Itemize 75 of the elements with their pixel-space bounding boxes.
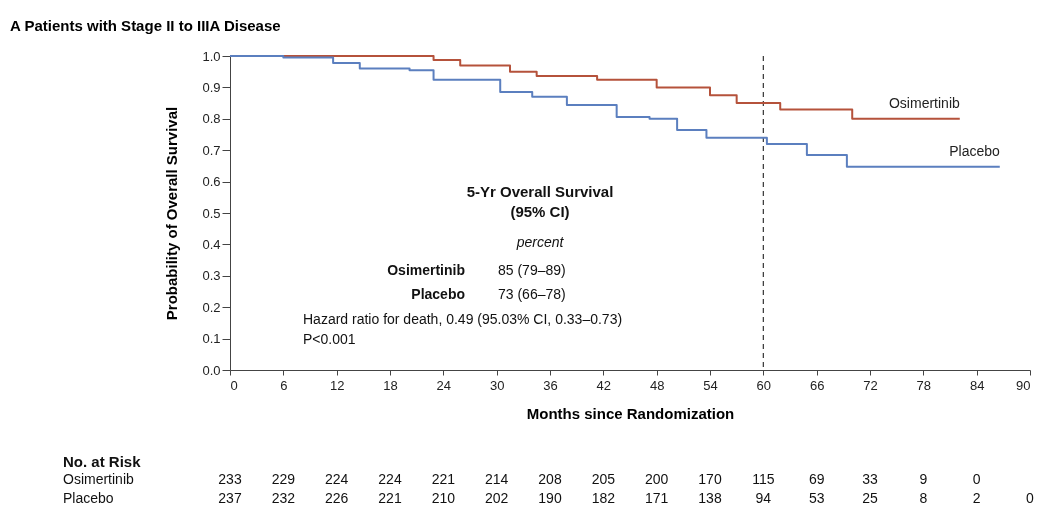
x-tick-label: 42	[596, 377, 612, 393]
annotation: P<0.001	[303, 331, 356, 347]
y-tick-label: 0.8	[202, 111, 221, 127]
text: 94	[755, 490, 772, 506]
text: 9	[919, 471, 928, 487]
text: 138	[698, 490, 722, 506]
x-tick-label: 84	[969, 377, 985, 393]
annotation: Placebo	[411, 286, 465, 302]
x-tick-label: 72	[863, 377, 878, 393]
y-tick-label: 0.7	[202, 142, 221, 158]
x-tick-label: 24	[436, 377, 452, 393]
text: Osimertinib	[63, 471, 135, 487]
series-label: Osimertinib	[888, 94, 960, 111]
annotation: Hazard ratio for death, 0.49 (95.03% CI, 0.33–0.73)	[303, 311, 623, 327]
text: 224	[378, 471, 402, 487]
x-axis-title: Months since Randomization	[526, 404, 735, 422]
text: 8	[919, 490, 928, 506]
text: 33	[862, 471, 878, 487]
text: 200	[644, 471, 669, 487]
text: 53	[808, 490, 825, 506]
text: 182	[591, 490, 616, 506]
text: 25	[862, 490, 878, 506]
x-tick-label: 90	[1016, 377, 1031, 393]
text: 171	[644, 490, 669, 506]
text: 233	[218, 471, 242, 487]
x-tick-label: 6	[280, 377, 288, 393]
y-tick-label: 0.4	[202, 236, 221, 252]
y-tick-label: 0.2	[202, 299, 221, 315]
text: 0	[972, 471, 981, 487]
annotation: 73 (66–78)	[498, 286, 566, 302]
y-tick-label: 0.9	[202, 79, 221, 95]
chart-title: A Patients with Stage II to IIIA Disease	[10, 17, 281, 34]
text: 232	[271, 490, 296, 506]
text: 224	[324, 471, 349, 487]
y-tick-label: 0.6	[202, 174, 221, 190]
annotation: Osimertinib	[387, 262, 465, 278]
x-tick-label: 36	[543, 377, 558, 393]
y-axis-title: Probability of Overall Survival	[163, 106, 181, 321]
text: 221	[431, 471, 456, 487]
text: 190	[538, 490, 562, 506]
text: Placebo	[63, 490, 114, 506]
x-tick-label: 18	[383, 377, 398, 393]
y-tick-label: 0.0	[202, 362, 221, 378]
series-label: Placebo	[949, 142, 1000, 159]
y-tick-label: 0.1	[202, 331, 221, 347]
text: 2	[972, 490, 981, 506]
text: 170	[698, 471, 722, 487]
text: 226	[324, 490, 349, 506]
text: 69	[808, 471, 825, 487]
x-tick-label: 54	[703, 377, 718, 393]
x-tick-label: 60	[756, 377, 772, 393]
x-tick-label: 30	[489, 377, 505, 393]
text: No. at Risk	[63, 453, 142, 470]
text: 115	[752, 471, 775, 487]
text: 210	[431, 490, 456, 506]
annotation: (95% CI)	[510, 203, 570, 220]
text: 208	[538, 471, 562, 487]
x-tick-label: 78	[916, 377, 932, 393]
text: 221	[378, 490, 402, 506]
annotation: 85 (79–89)	[498, 262, 566, 278]
y-tick-label: 0.5	[202, 205, 221, 221]
x-tick-label: 12	[329, 377, 345, 393]
text: 237	[218, 490, 242, 506]
text: 205	[591, 471, 616, 487]
text: 214	[484, 471, 509, 487]
y-tick-label: 0.3	[202, 268, 221, 284]
annotation: percent	[515, 234, 565, 250]
text: 202	[484, 490, 509, 506]
text: 0	[1026, 490, 1035, 506]
y-tick-label: 1.0	[202, 48, 221, 64]
x-tick-label: 0	[230, 377, 238, 393]
x-tick-label: 66	[809, 377, 825, 393]
annotation: 5-Yr Overall Survival	[466, 183, 614, 200]
text: 229	[271, 471, 296, 487]
x-tick-label: 48	[649, 377, 665, 393]
